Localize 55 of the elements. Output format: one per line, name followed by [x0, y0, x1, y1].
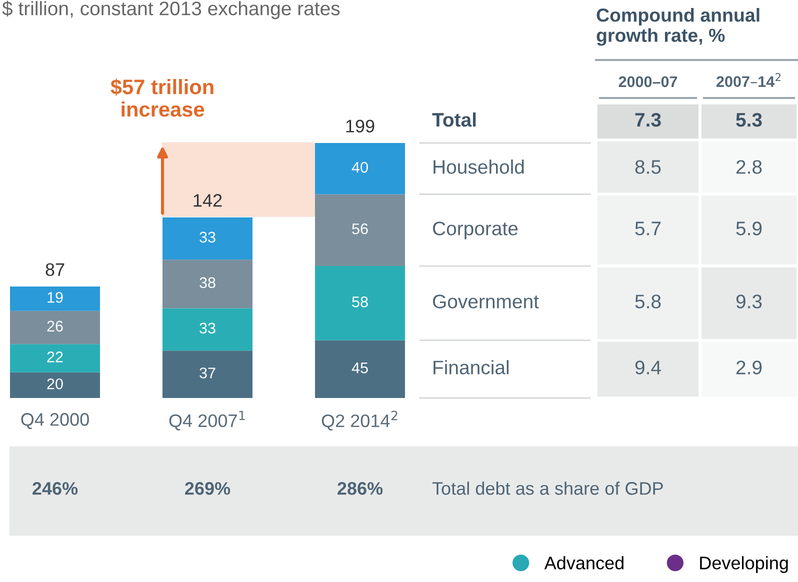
x-tick-label: Q4 2000	[21, 413, 89, 430]
bar	[315, 194, 405, 266]
bar	[162, 350, 252, 398]
total-label: 199	[346, 120, 374, 132]
x-tick-label: Q2 2014$^{2}$	[322, 410, 398, 430]
chart-title: Compound annual growth rate, %	[596, 8, 760, 46]
bar	[162, 260, 252, 308]
total-label: 142	[194, 194, 222, 207]
y-tick-label: Corporate	[432, 222, 518, 240]
text: 246%	[32, 482, 78, 495]
text: 286%	[338, 482, 383, 495]
data-label: 56	[352, 223, 368, 234]
data-label: 22	[47, 352, 63, 362]
bar	[10, 286, 100, 311]
data-label: 8.5	[635, 160, 661, 174]
chart-subtitle: $ trillion, constant 2013 exchange rates	[2, 0, 340, 20]
x-tick-label: 2007–14$^{2}$	[716, 73, 780, 87]
data-label: 5.7	[635, 222, 661, 236]
data-label: 19	[48, 292, 63, 303]
bar	[10, 344, 100, 372]
y-tick-label: Government	[432, 294, 539, 308]
x-tick-label: Q4 2007$^{1}$	[169, 410, 245, 430]
x-tick-label: 2000–07	[618, 76, 678, 88]
legend-label: Developing	[700, 556, 788, 573]
data-label: 2.8	[736, 160, 762, 174]
annotation: $57 trillion increase	[110, 78, 214, 117]
data-label: 45	[352, 362, 368, 374]
data-label: 5.8	[635, 294, 661, 308]
y-tick-label: Financial	[434, 360, 509, 374]
data-label: 9.3	[736, 294, 762, 308]
total-label: 87	[46, 263, 64, 276]
y-tick-label: Total	[432, 112, 476, 127]
text: 269%	[185, 482, 230, 495]
data-label: 33	[200, 232, 216, 243]
data-label: 7.3	[635, 112, 661, 127]
data-label: 5.3	[736, 112, 762, 127]
data-label: 58	[352, 296, 368, 308]
data-label: 9.4	[635, 360, 661, 374]
data-label: 33	[200, 322, 216, 334]
data-label: 20	[47, 378, 63, 390]
data-label: 40	[352, 162, 368, 173]
bar	[315, 340, 405, 398]
data-label: 5.9	[736, 222, 762, 236]
bar	[315, 266, 405, 340]
bar	[162, 217, 252, 260]
bar	[10, 372, 100, 398]
bar	[162, 308, 252, 351]
data-label: 37	[200, 368, 216, 378]
legend-label: Advanced	[544, 556, 624, 570]
data-label: 26	[47, 320, 63, 332]
data-label: 38	[200, 277, 216, 288]
data-label: 2.9	[736, 360, 762, 374]
bar	[10, 310, 100, 344]
text: Total debt as a share of GDP	[432, 482, 663, 495]
y-tick-label: Household	[434, 160, 524, 174]
